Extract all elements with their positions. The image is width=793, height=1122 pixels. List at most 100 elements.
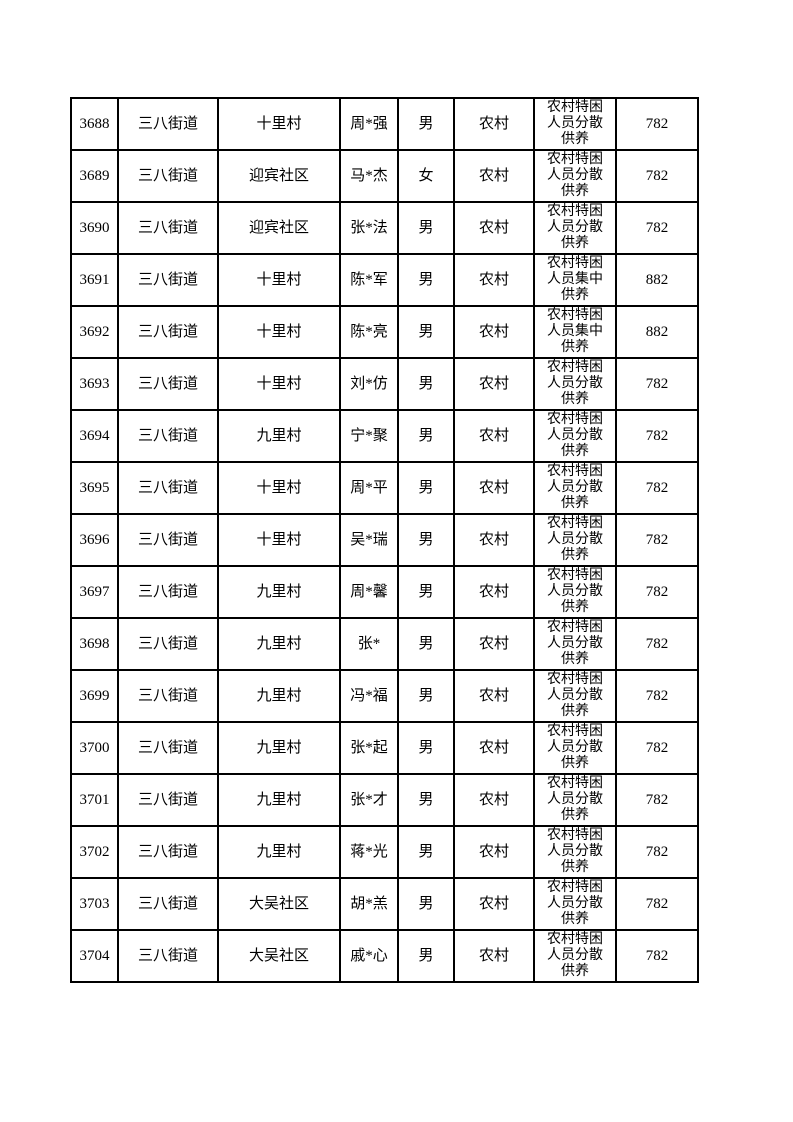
table-row: 3697 三八街道 九里村 周*馨男农村 农村特困人员分散供养 782: [70, 565, 699, 619]
cell-residence-type: 农村: [453, 149, 535, 203]
cell-assistance-category: 农村特困人员分散供养: [533, 409, 617, 463]
cell-village: 九里村: [217, 825, 341, 879]
assistance-category-text: 农村特困人员分散供养: [547, 204, 603, 251]
cell-street: 三八街道: [117, 97, 219, 151]
cell-village: 十里村: [217, 97, 341, 151]
cell-id: 3700: [70, 721, 119, 775]
cell-gender: 男: [397, 461, 455, 515]
cell-residence-type: 农村: [453, 773, 535, 827]
cell-name: 胡*羔: [339, 877, 399, 931]
cell-gender: 男: [397, 669, 455, 723]
cell-assistance-category: 农村特困人员分散供养: [533, 513, 617, 567]
cell-id: 3691: [70, 253, 119, 307]
table-row: 3700 三八街道 九里村 张*起男农村 农村特困人员分散供养 782: [70, 721, 699, 775]
cell-amount: 782: [615, 409, 699, 463]
cell-id: 3698: [70, 617, 119, 671]
cell-residence-type: 农村: [453, 513, 535, 567]
cell-name: 周*平: [339, 461, 399, 515]
assistance-category-text: 农村特困人员分散供养: [547, 880, 603, 927]
cell-residence-type: 农村: [453, 825, 535, 879]
cell-amount: 782: [615, 773, 699, 827]
cell-residence-type: 农村: [453, 669, 535, 723]
cell-assistance-category: 农村特困人员集中供养: [533, 305, 617, 359]
table-row: 3696 三八街道 十里村 吴*瑞男农村 农村特困人员分散供养 782: [70, 513, 699, 567]
cell-assistance-category: 农村特困人员分散供养: [533, 461, 617, 515]
cell-residence-type: 农村: [453, 305, 535, 359]
cell-amount: 882: [615, 305, 699, 359]
cell-name: 冯*福: [339, 669, 399, 723]
cell-assistance-category: 农村特困人员分散供养: [533, 565, 617, 619]
cell-id: 3702: [70, 825, 119, 879]
cell-residence-type: 农村: [453, 409, 535, 463]
cell-amount: 782: [615, 825, 699, 879]
cell-amount: 782: [615, 149, 699, 203]
cell-gender: 男: [397, 617, 455, 671]
cell-id: 3692: [70, 305, 119, 359]
cell-name: 张*才: [339, 773, 399, 827]
cell-amount: 782: [615, 201, 699, 255]
cell-name: 陈*军: [339, 253, 399, 307]
cell-street: 三八街道: [117, 929, 219, 983]
cell-id: 3693: [70, 357, 119, 411]
assistance-category-text: 农村特困人员分散供养: [547, 620, 603, 667]
cell-assistance-category: 农村特困人员分散供养: [533, 97, 617, 151]
cell-street: 三八街道: [117, 149, 219, 203]
cell-gender: 男: [397, 357, 455, 411]
assistance-category-text: 农村特困人员分散供养: [547, 100, 603, 147]
cell-id: 3704: [70, 929, 119, 983]
cell-id: 3694: [70, 409, 119, 463]
cell-gender: 男: [397, 305, 455, 359]
cell-amount: 782: [615, 513, 699, 567]
cell-village: 九里村: [217, 617, 341, 671]
cell-amount: 782: [615, 617, 699, 671]
table-row: 3699 三八街道 九里村 冯*福男农村 农村特困人员分散供养 782: [70, 669, 699, 723]
cell-name: 马*杰: [339, 149, 399, 203]
table-row: 3693 三八街道 十里村 刘*仿男农村 农村特困人员分散供养 782: [70, 357, 699, 411]
cell-street: 三八街道: [117, 565, 219, 619]
cell-village: 十里村: [217, 513, 341, 567]
cell-name: 刘*仿: [339, 357, 399, 411]
benefits-table: 3688 三八街道 十里村 周*强男农村 农村特困人员分散供养 782 3689 三八街道 迎宾…: [70, 97, 699, 983]
cell-assistance-category: 农村特困人员分散供养: [533, 149, 617, 203]
cell-village: 九里村: [217, 669, 341, 723]
cell-gender: 男: [397, 565, 455, 619]
cell-residence-type: 农村: [453, 721, 535, 775]
cell-name: 戚*心: [339, 929, 399, 983]
cell-gender: 男: [397, 201, 455, 255]
cell-name: 蒋*光: [339, 825, 399, 879]
cell-name: 张*起: [339, 721, 399, 775]
cell-street: 三八街道: [117, 201, 219, 255]
assistance-category-text: 农村特困人员分散供养: [547, 360, 603, 407]
cell-assistance-category: 农村特困人员集中供养: [533, 253, 617, 307]
cell-residence-type: 农村: [453, 201, 535, 255]
cell-residence-type: 农村: [453, 357, 535, 411]
cell-assistance-category: 农村特困人员分散供养: [533, 721, 617, 775]
cell-residence-type: 农村: [453, 617, 535, 671]
assistance-category-text: 农村特困人员分散供养: [547, 672, 603, 719]
assistance-category-text: 农村特困人员集中供养: [547, 308, 603, 355]
cell-gender: 男: [397, 721, 455, 775]
table-row: 3691 三八街道 十里村 陈*军男农村 农村特困人员集中供养 882: [70, 253, 699, 307]
cell-village: 九里村: [217, 721, 341, 775]
cell-gender: 男: [397, 825, 455, 879]
cell-street: 三八街道: [117, 357, 219, 411]
cell-id: 3701: [70, 773, 119, 827]
cell-residence-type: 农村: [453, 565, 535, 619]
cell-name: 周*强: [339, 97, 399, 151]
cell-village: 九里村: [217, 565, 341, 619]
cell-assistance-category: 农村特困人员分散供养: [533, 617, 617, 671]
cell-amount: 782: [615, 565, 699, 619]
cell-assistance-category: 农村特困人员分散供养: [533, 825, 617, 879]
cell-name: 周*馨: [339, 565, 399, 619]
assistance-category-text: 农村特困人员分散供养: [547, 412, 603, 459]
cell-gender: 女: [397, 149, 455, 203]
table-row: 3688 三八街道 十里村 周*强男农村 农村特困人员分散供养 782: [70, 97, 699, 151]
cell-id: 3695: [70, 461, 119, 515]
cell-village: 迎宾社区: [217, 149, 341, 203]
table-row: 3704 三八街道 大吴社区 戚*心男农村 农村特困人员分散供养 782: [70, 929, 699, 983]
cell-street: 三八街道: [117, 721, 219, 775]
cell-assistance-category: 农村特困人员分散供养: [533, 357, 617, 411]
assistance-category-text: 农村特困人员分散供养: [547, 152, 603, 199]
cell-village: 十里村: [217, 253, 341, 307]
